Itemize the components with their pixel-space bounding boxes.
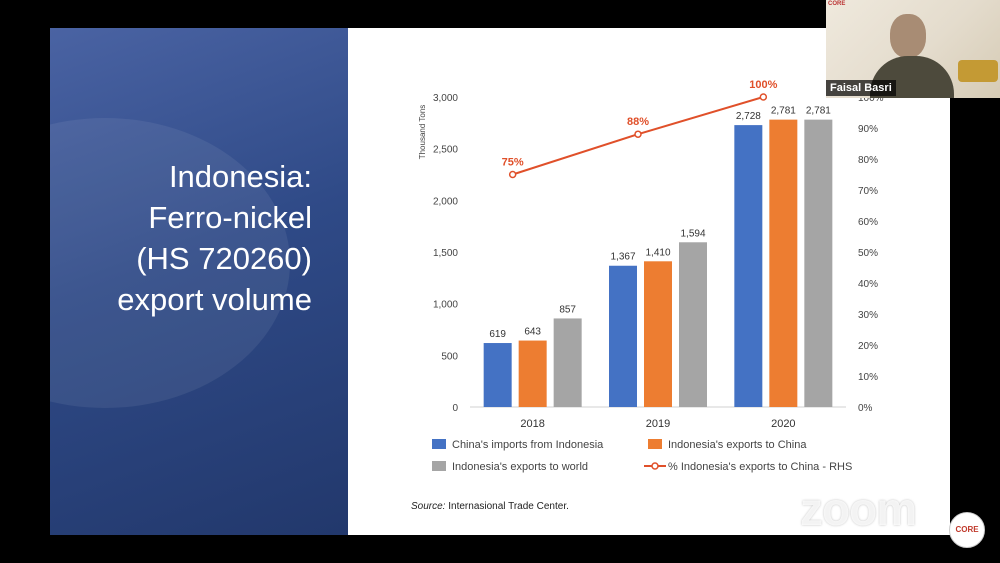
bar xyxy=(734,125,763,408)
bar xyxy=(553,318,582,407)
slide-title: Indonesia: Ferro-nickel (HS 720260) expo… xyxy=(52,156,312,320)
y-tick-label: 1,500 xyxy=(433,248,458,259)
zoom-watermark: zoom xyxy=(800,483,917,535)
legend-label: % Indonesia's exports to China - RHS xyxy=(668,461,852,473)
line-point xyxy=(634,130,642,138)
core-badge-icon: CORE xyxy=(949,512,985,548)
y2-tick-label: 80% xyxy=(858,155,878,166)
y2-tick-label: 70% xyxy=(858,186,878,197)
bar-data-label: 2,728 xyxy=(736,111,761,122)
participant-head xyxy=(890,14,926,58)
line-data-label: 88% xyxy=(627,116,649,128)
x-tick-label: 2019 xyxy=(646,418,670,430)
core-logo-text: CORE xyxy=(828,1,846,7)
source-label: Source: xyxy=(411,501,446,512)
legend-swatch xyxy=(432,461,446,471)
bar-data-label: 2,781 xyxy=(771,106,796,117)
legend-swatch xyxy=(432,439,446,449)
y-tick-label: 2,500 xyxy=(433,145,458,156)
legend-line-marker xyxy=(651,462,659,470)
title-line: Ferro-nickel xyxy=(148,200,312,235)
y2-tick-label: 40% xyxy=(858,279,878,290)
x-tick-label: 2018 xyxy=(520,418,544,430)
y2-tick-label: 60% xyxy=(858,217,878,228)
bar-line-chart: 0 500 1,000 1,500 2,000 2,500 3,000 0% 10% 20% 30%… xyxy=(418,79,884,473)
bar-data-label: 1,594 xyxy=(680,228,705,239)
title-line: (HS 720260) xyxy=(136,241,312,276)
bar xyxy=(644,261,672,407)
legend-label: Indonesia's exports to China xyxy=(668,439,807,451)
line-point xyxy=(508,170,517,179)
y2-tick-label: 100% xyxy=(858,93,884,104)
y-tick-label: 3,000 xyxy=(433,93,458,104)
presentation-slide: Indonesia: Ferro-nickel (HS 720260) expo… xyxy=(50,28,950,535)
bar xyxy=(804,119,833,407)
legend-swatch xyxy=(648,439,662,449)
participant-video[interactable]: CORE Faisal Basri xyxy=(826,0,1000,98)
y2-tick-label: 30% xyxy=(858,310,878,321)
source-note: Source: Internasional Trade Center. xyxy=(411,501,569,512)
y-axis-title: Thousand Tons xyxy=(418,105,427,160)
bar-data-label: 1,410 xyxy=(645,247,670,258)
bar-data-label: 643 xyxy=(524,327,541,338)
bar-data-label: 857 xyxy=(559,304,576,315)
y2-tick-label: 50% xyxy=(858,248,878,259)
y-tick-label: 2,000 xyxy=(433,196,458,207)
y2-tick-label: 0% xyxy=(858,403,873,414)
y-tick-label: 0 xyxy=(452,403,458,414)
bar xyxy=(609,265,637,407)
y-tick-label: 1,000 xyxy=(433,300,458,311)
bar-data-label: 1,367 xyxy=(610,252,635,263)
title-line: Indonesia: xyxy=(168,159,312,194)
legend-label: Indonesia's exports to world xyxy=(452,461,588,473)
line-point xyxy=(759,93,768,101)
x-tick-label: 2020 xyxy=(771,418,795,430)
bar xyxy=(679,242,707,407)
slide-title-panel: Indonesia: Ferro-nickel (HS 720260) expo… xyxy=(50,28,348,535)
excavator-image xyxy=(958,60,998,82)
y2-tick-label: 20% xyxy=(858,341,878,352)
bar xyxy=(483,343,512,407)
y2-tick-label: 90% xyxy=(858,124,878,135)
title-line: export volume xyxy=(117,282,312,317)
source-text: Internasional Trade Center. xyxy=(445,501,569,512)
participant-name: Faisal Basri xyxy=(826,80,896,96)
y-tick-label: 500 xyxy=(441,351,458,362)
bar xyxy=(769,119,798,407)
bar-data-label: 619 xyxy=(489,329,506,340)
bar-data-label: 2,781 xyxy=(806,106,831,117)
line-data-label: 100% xyxy=(749,79,777,91)
bar xyxy=(518,340,547,407)
y2-tick-label: 10% xyxy=(858,372,878,383)
line-data-label: 75% xyxy=(502,157,524,169)
legend-label: China's imports from Indonesia xyxy=(452,439,604,451)
